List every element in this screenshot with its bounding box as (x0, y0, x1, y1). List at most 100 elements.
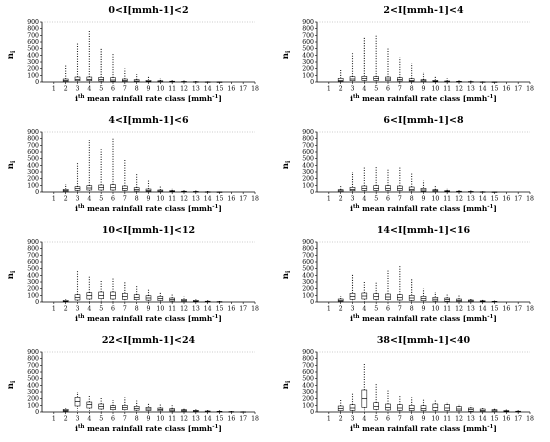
box-plot-class-11 (169, 188, 175, 193)
y-tick-label: 900 (27, 349, 39, 356)
chart-svg: 14<I[mmh-1]<1601002003004005006007008009… (281, 225, 534, 323)
box-plot-class-6 (110, 54, 116, 82)
x-tick-label: 17 (239, 416, 247, 423)
x-tick-label: 6 (386, 416, 390, 423)
box-plot-class-11 (444, 402, 450, 412)
y-tick-label: 700 (302, 32, 314, 39)
y-tick-label: 700 (27, 32, 39, 39)
y-tick-label: 800 (27, 246, 39, 253)
x-tick-label: 5 (374, 416, 378, 423)
y-tick-label: 100 (27, 292, 39, 299)
box-plot-class-13 (468, 80, 474, 83)
iqr-box (408, 405, 415, 411)
box-plot-class-8 (133, 74, 140, 82)
box-plot-class-4 (86, 140, 93, 192)
y-tick-label: 500 (302, 266, 314, 273)
box-plot-class-2 (62, 298, 69, 303)
chart-title: 10<I[mmh-1]<12 (102, 225, 195, 236)
x-tick-label: 2 (64, 86, 68, 93)
box-plot-class-17 (240, 411, 246, 413)
box-plot-class-3 (349, 172, 356, 192)
y-tick-label: 500 (27, 156, 39, 163)
x-tick-label: 3 (351, 86, 355, 93)
box-plot-class-5 (98, 398, 104, 412)
y-axis-label-sub: i (10, 380, 17, 383)
x-axis-label-part: i (75, 94, 78, 103)
box-plot-class-15 (216, 191, 223, 193)
y-tick-label: 800 (27, 136, 39, 143)
box-plot-class-6 (110, 137, 116, 192)
x-axis-label-sup: th (78, 424, 85, 430)
x-tick-label: 15 (216, 306, 224, 313)
x-tick-label: 13 (192, 306, 200, 313)
y-axis-label: ni (281, 270, 292, 279)
x-tick-label: 2 (339, 196, 343, 203)
x-axis-label-sup: th (78, 94, 85, 100)
box-plot-class-14 (479, 406, 486, 412)
box-plot-class-2 (337, 70, 344, 82)
x-axis-label-sup: th (78, 314, 85, 320)
x-tick-label: 10 (156, 86, 164, 93)
box-plot-class-8 (133, 285, 140, 302)
y-axis-label-sub: i (10, 50, 17, 53)
box-plot-class-12 (181, 296, 187, 302)
x-tick-label: 9 (147, 196, 151, 203)
y-tick-label: 200 (302, 396, 314, 403)
x-tick-label: 13 (467, 86, 475, 93)
y-tick-label: 400 (302, 162, 314, 169)
iqr-box (122, 185, 128, 191)
box-plot-class-8 (133, 174, 140, 192)
box-plot-class-15 (491, 408, 498, 412)
x-axis-label-sup: -1 (212, 424, 218, 430)
x-tick-label: 11 (443, 196, 451, 203)
y-axis-label-main: n (6, 163, 16, 169)
box-plot-class-4 (361, 281, 368, 302)
box-plot-class-6 (385, 48, 391, 82)
x-axis-label-part: mean rainfall rate class [mmh (360, 314, 488, 323)
x-axis-label-part: i (75, 204, 78, 213)
x-tick-label: 9 (422, 86, 426, 93)
x-tick-label: 5 (99, 306, 103, 313)
x-tick-label: 16 (227, 196, 235, 203)
box-plot-class-5 (373, 35, 379, 82)
y-tick-label: 200 (27, 176, 39, 183)
chart-title: 6<I[mmh-1]<8 (383, 115, 464, 126)
y-tick-label: 800 (302, 26, 314, 33)
x-axis-label: ith mean rainfall rate class [mmh-1] (75, 94, 222, 103)
chart-title: 14<I[mmh-1]<16 (377, 225, 471, 236)
y-axis-label-main: n (281, 383, 291, 389)
box-plot-class-8 (408, 279, 415, 302)
x-axis-label-part: mean rainfall rate class [mmh (85, 204, 213, 213)
y-tick-label: 100 (302, 72, 314, 79)
y-axis-label: ni (6, 380, 17, 389)
iqr-box (349, 404, 356, 411)
box-plot-class-12 (456, 295, 462, 302)
x-tick-label: 18 (251, 306, 259, 313)
x-tick-label: 15 (216, 86, 224, 93)
box-plot-class-8 (408, 63, 415, 82)
box-plot-class-7 (122, 397, 128, 412)
x-tick-label: 15 (491, 86, 499, 93)
box-plot-class-5 (373, 384, 379, 412)
y-axis-label: ni (6, 50, 17, 59)
box-plot-class-13 (193, 81, 199, 83)
y-tick-label: 600 (27, 259, 39, 266)
x-tick-label: 2 (339, 86, 343, 93)
x-tick-label: 9 (147, 86, 151, 93)
x-tick-label: 13 (192, 416, 200, 423)
y-tick-label: 600 (27, 369, 39, 376)
x-axis-label: ith mean rainfall rate class [mmh-1] (75, 424, 222, 433)
x-axis-label: ith mean rainfall rate class [mmh-1] (350, 94, 497, 103)
x-tick-label: 4 (362, 306, 366, 313)
y-tick-label: 100 (302, 402, 314, 409)
box-plot-class-13 (468, 298, 474, 302)
box-plot-class-16 (503, 409, 510, 413)
x-tick-label: 2 (64, 196, 68, 203)
x-tick-label: 9 (422, 306, 426, 313)
y-tick-label: 0 (35, 79, 39, 86)
box-plot-class-15 (491, 300, 498, 303)
x-tick-label: 16 (227, 306, 235, 313)
box-plot-class-10 (157, 185, 164, 192)
y-tick-label: 100 (27, 182, 39, 189)
box-plot-class-7 (397, 394, 403, 412)
